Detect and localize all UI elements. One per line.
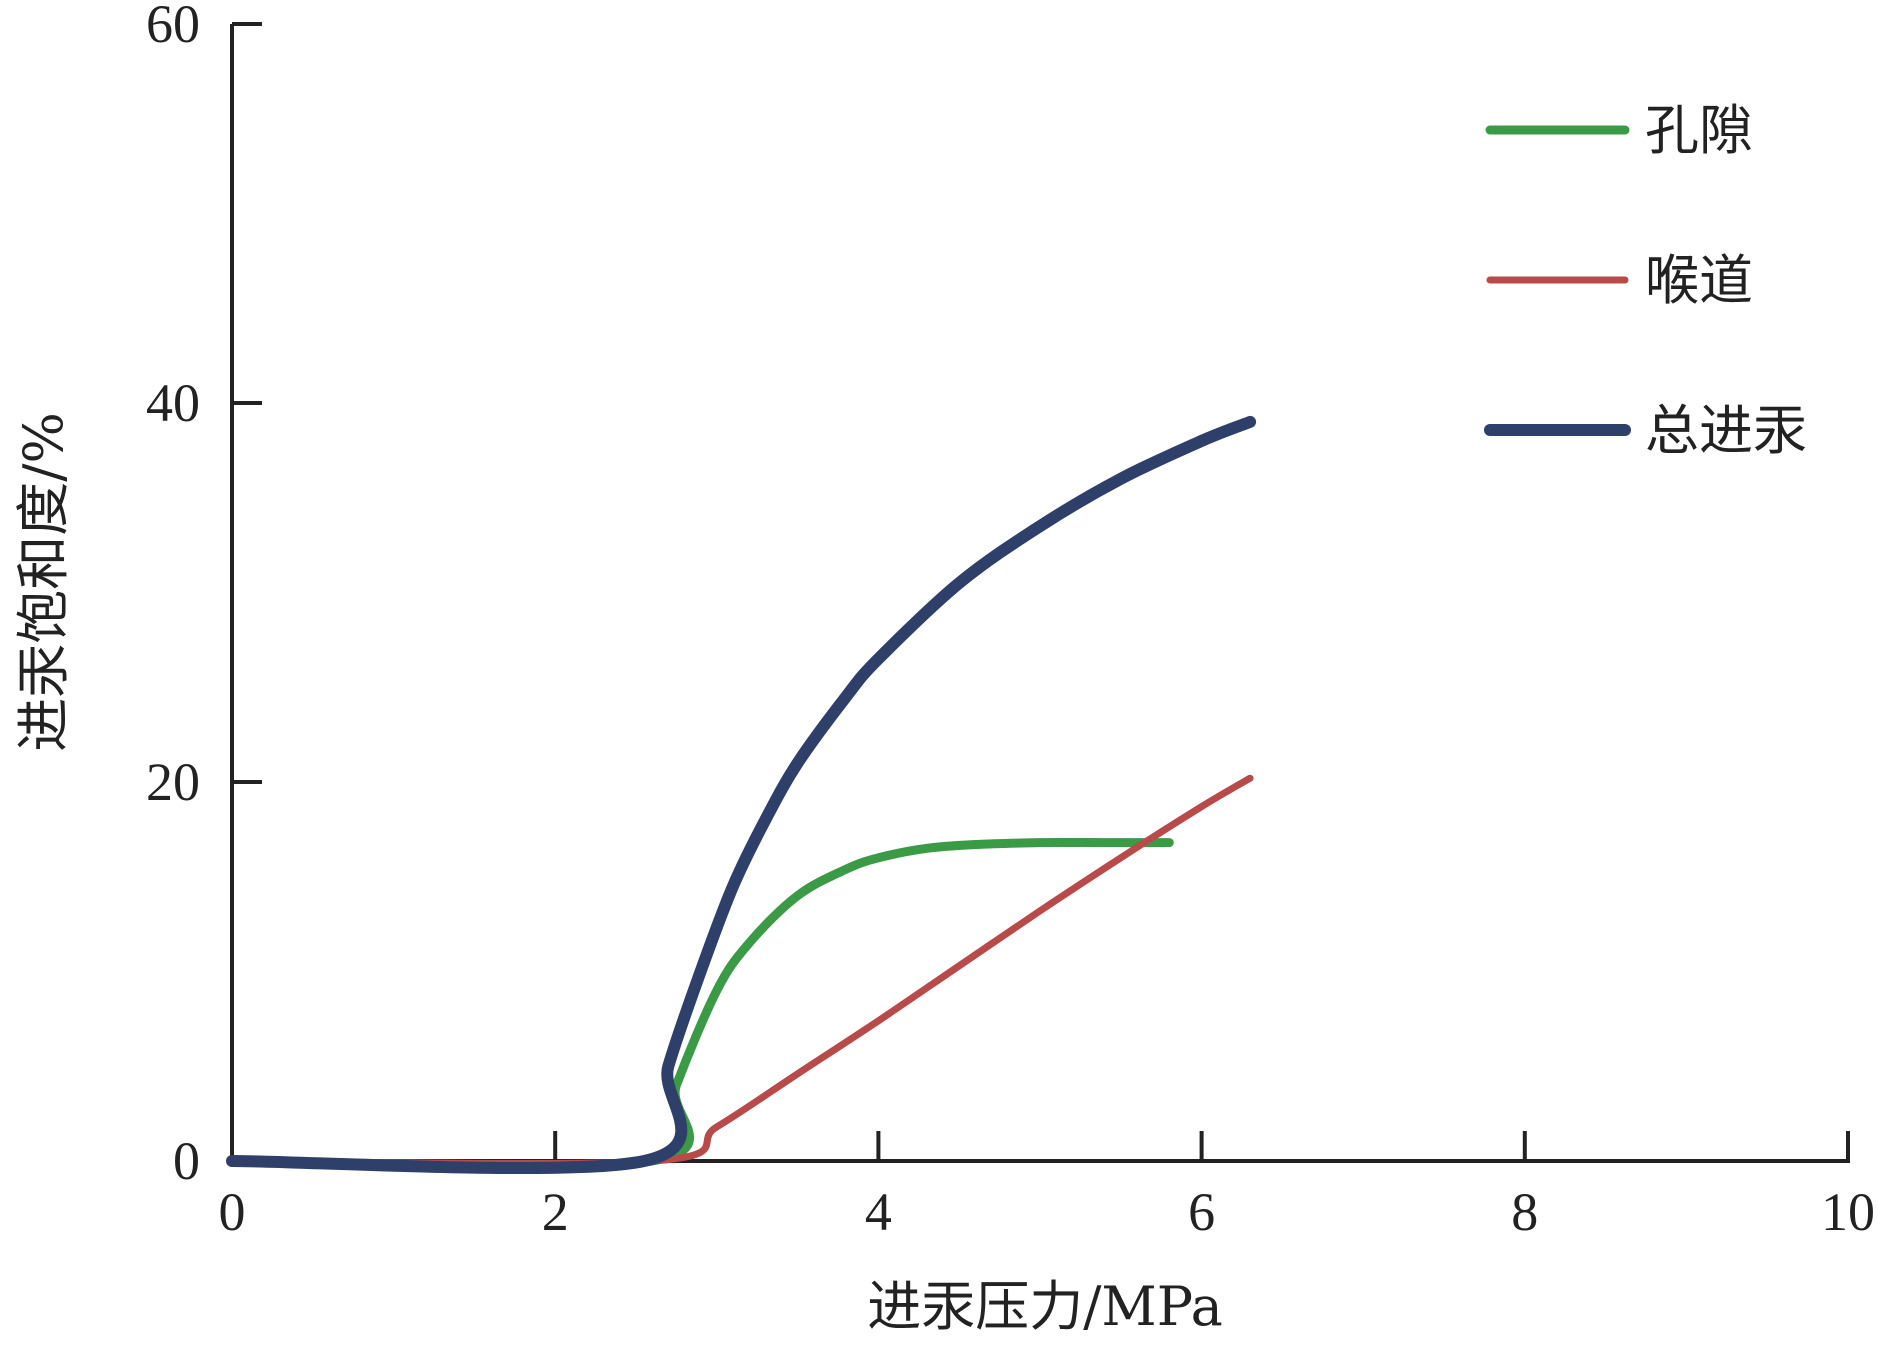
x-tick-label: 0	[219, 1182, 246, 1242]
y-tick-label: 60	[146, 0, 200, 54]
x-tick-label: 4	[865, 1182, 892, 1242]
y-tick-label: 20	[146, 752, 200, 812]
x-tick-label: 10	[1821, 1182, 1875, 1242]
x-tick-label: 6	[1188, 1182, 1215, 1242]
x-tick-label: 2	[542, 1182, 569, 1242]
legend-label: 孔隙	[1645, 99, 1753, 162]
series-line-1	[227, 837, 1174, 1172]
y-axis-title: 进汞饱和度/%	[12, 412, 75, 752]
y-tick-label: 0	[173, 1131, 200, 1191]
x-axis-title: 进汞压力/MPa	[867, 1275, 1223, 1338]
legend-label: 喉道	[1645, 249, 1753, 312]
x-tick-label: 8	[1511, 1182, 1538, 1242]
series-line-2	[228, 774, 1254, 1168]
legend-label: 总进汞	[1645, 399, 1807, 462]
series-line-3	[226, 415, 1257, 1175]
axes: 0 2 4 6 8 10 0 20 40 60	[146, 0, 1875, 1242]
series-layer	[226, 415, 1257, 1175]
y-tick-label: 40	[146, 373, 200, 433]
